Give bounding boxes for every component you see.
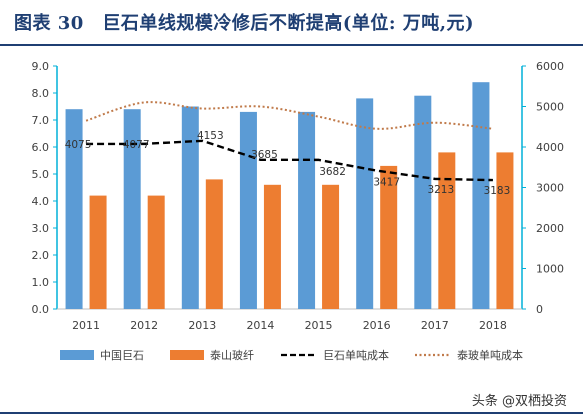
right-axis-tick-label: 3000 <box>536 182 564 195</box>
legend-label: 中国巨石 <box>100 349 144 362</box>
data-label-jushi-cost: 3685 <box>251 149 278 161</box>
x-axis-tick-label: 2015 <box>305 319 333 332</box>
x-axis-tick-label: 2014 <box>246 319 274 332</box>
bar-taishan <box>322 184 340 309</box>
left-axis-tick-label: 5.0 <box>32 168 50 181</box>
bar-taishan <box>380 165 398 309</box>
data-label-jushi-cost: 4077 <box>123 139 150 151</box>
x-axis-tick-label: 2011 <box>72 319 100 332</box>
left-axis-tick-label: 8.0 <box>32 87 50 100</box>
x-axis-tick-label: 2012 <box>130 319 158 332</box>
line-taishan-cost <box>85 101 494 130</box>
left-axis-tick-label: 6.0 <box>32 141 50 154</box>
bar-jushi <box>181 106 199 309</box>
bar-taishan <box>496 152 514 309</box>
x-axis-tick-label: 2016 <box>363 319 391 332</box>
bar-jushi <box>414 95 432 309</box>
right-axis-tick-label: 1000 <box>536 263 564 276</box>
bar-jushi <box>356 98 374 310</box>
legend-label: 巨石单吨成本 <box>323 348 389 362</box>
legend-swatch <box>170 350 204 360</box>
legend-label: 泰山玻纤 <box>210 348 254 362</box>
bar-jushi <box>65 109 83 309</box>
bar-jushi <box>298 111 316 310</box>
title-divider <box>0 44 583 46</box>
left-axis-tick-label: 9.0 <box>32 60 50 73</box>
bar-taishan <box>89 195 107 309</box>
left-axis-tick-label: 4.0 <box>32 195 50 208</box>
x-axis-tick-label: 2017 <box>421 319 449 332</box>
right-axis-tick-label: 4000 <box>536 141 564 154</box>
x-axis-tick-label: 2018 <box>479 319 507 332</box>
right-axis-tick-label: 6000 <box>536 60 564 73</box>
data-label-jushi-cost: 3682 <box>319 166 346 178</box>
x-axis-tick-label: 2013 <box>188 319 216 332</box>
data-label-jushi-cost: 3213 <box>427 184 454 196</box>
right-axis-tick-label: 5000 <box>536 101 564 114</box>
bar-jushi <box>239 111 257 310</box>
footer-divider <box>0 412 583 414</box>
header: 图表 30 巨石单线规模冷修后不断提高(单位: 万吨,元) <box>0 0 583 44</box>
bar-jushi <box>472 82 490 309</box>
data-label-jushi-cost: 3417 <box>373 177 400 189</box>
right-axis-tick-label: 2000 <box>536 222 564 235</box>
right-axis-tick-label: 0 <box>536 303 543 316</box>
data-label-jushi-cost: 3183 <box>484 185 511 197</box>
legend-label: 泰玻单吨成本 <box>457 348 523 362</box>
bar-taishan <box>263 184 281 309</box>
left-axis-tick-label: 0.0 <box>32 303 50 316</box>
bar-jushi <box>123 109 141 309</box>
left-axis-tick-label: 2.0 <box>32 249 50 262</box>
line-jushi-cost <box>86 139 493 182</box>
bar-taishan <box>205 179 223 309</box>
left-axis-tick-label: 7.0 <box>32 114 50 127</box>
legend-swatch <box>60 350 94 360</box>
left-axis-tick-label: 3.0 <box>32 222 50 235</box>
page-title: 图表 30 巨石单线规模冷修后不断提高(单位: 万吨,元) <box>14 13 475 34</box>
data-label-jushi-cost: 4153 <box>197 130 224 142</box>
watermark: 头条 @双栖投资 <box>471 394 567 409</box>
left-axis-tick-label: 1.0 <box>32 276 50 289</box>
chart: 0.0 1.0 2.0 3.0 4.0 5.0 6.0 7.0 8.0 9.0 0 1000 2000 3… <box>32 60 565 362</box>
data-label-jushi-cost: 4075 <box>65 139 92 151</box>
bar-taishan <box>147 195 165 309</box>
bar-taishan <box>438 152 456 309</box>
